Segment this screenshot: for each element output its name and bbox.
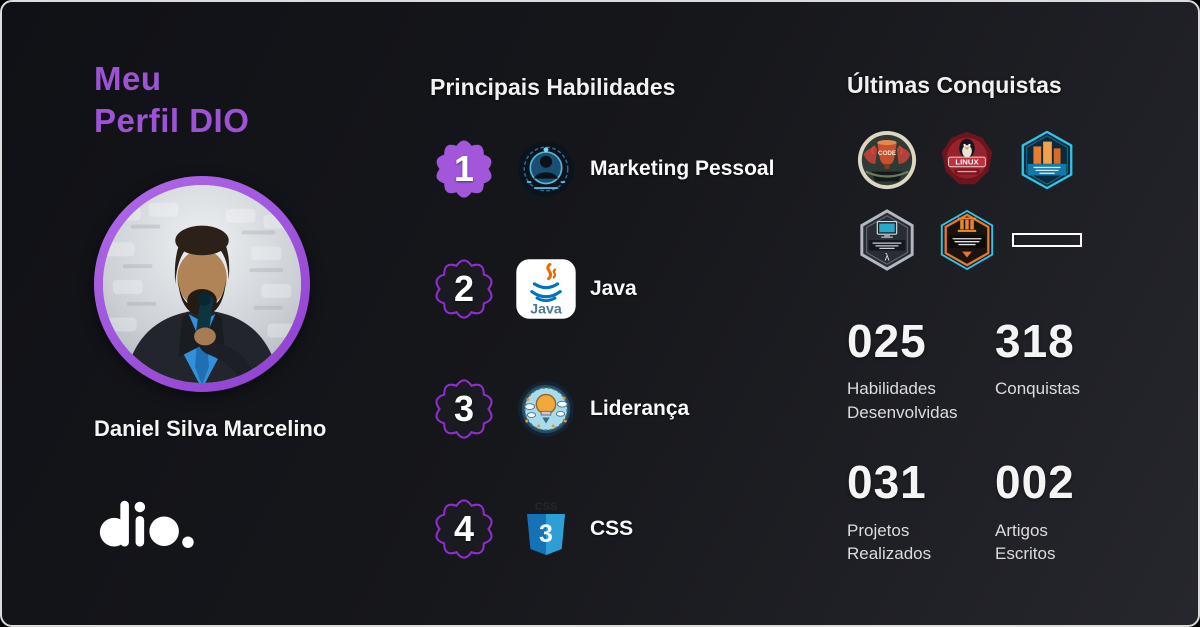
achievements-section: Últimas Conquistas CODE [847, 72, 1137, 565]
marketing-pessoal-badge-icon [514, 137, 578, 201]
rank-number: 2 [453, 268, 475, 309]
stat-value: 025 [847, 315, 927, 367]
rank-number: 4 [453, 508, 475, 549]
city-shield-badge [1007, 127, 1087, 193]
placeholder-rectangle [1012, 233, 1082, 247]
css3-shield-icon: CSS 3 [514, 497, 578, 561]
css-version-number: 3 [539, 520, 553, 548]
rank-number: 1 [453, 148, 475, 189]
lambda-symbol: λ [885, 252, 890, 263]
dio-logo [97, 496, 197, 558]
achievements-heading: Últimas Conquistas [847, 72, 1062, 98]
avatar-photo-illustration [103, 185, 301, 383]
lideranca-badge-icon [514, 377, 578, 441]
city-shield-badge-icon [1021, 130, 1073, 190]
pillars-badge-icon [940, 209, 994, 271]
code-trophy-badge-icon: CODE [857, 130, 917, 190]
skill-row-java: 2 Java Java [430, 255, 830, 323]
rank-3-badge: 3 [430, 375, 498, 443]
stat-value: 002 [995, 456, 1075, 509]
profile-name: Daniel Silva Marcelino [94, 416, 327, 441]
empty-placeholder-badge [1007, 207, 1087, 273]
skill-label: Marketing Pessoal [590, 157, 775, 180]
pillars-badge [927, 207, 1007, 273]
css-wordmark: CSS [535, 501, 558, 513]
stat-value: 031 [847, 456, 927, 509]
skill-row-css: 4 CSS 3 CSS [430, 495, 830, 563]
linux-badge-text: LINUX [955, 158, 979, 167]
avatar [94, 176, 310, 392]
dio-logo-icon [99, 500, 194, 548]
skills-heading: Principais Habilidades [430, 74, 676, 100]
skill-row-lideranca: 3 Liderança [430, 375, 830, 443]
stat-label: Projetos Realizados [847, 520, 932, 563]
stat-label: Conquistas [995, 379, 1081, 399]
linux-badge-icon: LINUX [941, 131, 993, 185]
scallop-seal-outline-icon [435, 259, 493, 319]
lambda-monitor-badge: λ [847, 207, 927, 273]
stat-value: 318 [995, 315, 1075, 367]
java-wordmark: Java [530, 302, 562, 318]
skill-label: CSS [590, 517, 634, 540]
scallop-seal-filled-icon [436, 140, 492, 198]
page-title: Meu Perfil DIO [94, 58, 394, 142]
stat-projetos: 031 Projetos Realizados [847, 458, 995, 565]
linux-badge: LINUX [927, 127, 1007, 193]
code-badge-text: CODE [878, 150, 896, 157]
stat-conquistas: 318 Conquistas [995, 317, 1137, 424]
rank-2-badge: 2 [430, 255, 498, 323]
stat-label: Habilidades Desenvolvidas [847, 379, 958, 422]
skill-row-marketing-pessoal: 1 Marketing Pessoal [430, 135, 830, 203]
stat-habilidades: 025 Habilidades Desenvolvidas [847, 317, 995, 424]
achievement-badge-grid: CODE LINUX [847, 127, 1137, 273]
scallop-seal-outline-icon [435, 379, 493, 439]
scallop-seal-outline-icon [435, 499, 493, 559]
page-title-line2: Perfil DIO [94, 102, 250, 140]
stat-label: Artigos Escritos [995, 520, 1056, 563]
stats-grid: 025 Habilidades Desenvolvidas 318 Conqui… [847, 317, 1137, 565]
skill-label: Java [590, 277, 637, 300]
page-title-line1: Meu [94, 60, 162, 97]
code-trophy-badge: CODE [847, 127, 927, 193]
rank-1-badge: 1 [430, 135, 498, 203]
skills-section: Principais Habilidades 1 [430, 74, 830, 563]
avatar-photo [103, 185, 301, 383]
rank-number: 3 [453, 388, 475, 429]
java-logo-icon: Java [514, 257, 578, 321]
rank-4-badge: 4 [430, 495, 498, 563]
skill-label: Liderança [590, 397, 690, 420]
stat-artigos: 002 Artigos Escritos [995, 458, 1137, 565]
left-column: Meu Perfil DIO [94, 58, 394, 548]
lambda-monitor-badge-icon: λ [860, 209, 914, 271]
